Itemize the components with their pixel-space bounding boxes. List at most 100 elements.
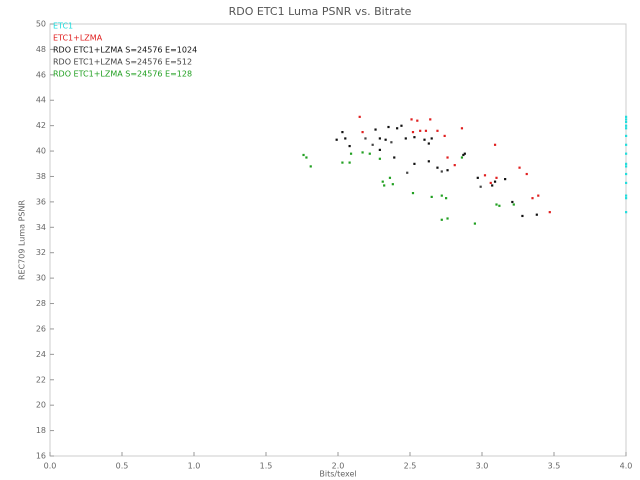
y-tick-label: 34: [36, 223, 46, 232]
y-tick-label: 38: [36, 172, 46, 181]
point: [436, 166, 439, 169]
point: [391, 183, 394, 186]
point: [489, 181, 492, 185]
point: [479, 185, 482, 188]
y-tick-label: 24: [36, 350, 46, 359]
point: [625, 115, 628, 118]
point: [410, 118, 413, 121]
point: [625, 165, 628, 168]
point: [535, 213, 538, 216]
point: [416, 119, 419, 122]
point: [625, 197, 628, 200]
point: [504, 178, 507, 181]
point: [462, 153, 465, 157]
point: [427, 160, 430, 163]
point: [335, 138, 338, 141]
point: [511, 200, 514, 204]
point: [625, 172, 628, 176]
y-tick-label: 40: [36, 147, 46, 156]
point: [378, 137, 381, 140]
point: [446, 156, 449, 159]
y-axis-label: REC709 Luma PSNR: [18, 200, 27, 281]
point: [473, 222, 476, 225]
point: [460, 127, 464, 130]
y-tick-label: 28: [36, 299, 46, 308]
point: [525, 172, 528, 176]
point: [483, 174, 487, 177]
point: [518, 166, 521, 169]
point: [400, 124, 403, 127]
x-tick-label: 1.0: [188, 462, 201, 471]
point: [625, 162, 628, 165]
point: [348, 144, 351, 148]
legend-entry: ETC1+LZMA: [53, 34, 103, 43]
point: [413, 136, 416, 139]
x-tick-label: 3.0: [476, 462, 489, 471]
legend-entry: RDO ETC1+LZMA S=24576 E=1024: [53, 46, 197, 55]
point: [424, 129, 428, 132]
point: [341, 131, 344, 134]
y-tick-label: 22: [36, 375, 46, 384]
point: [423, 138, 426, 141]
point: [625, 118, 628, 121]
x-tick-label: 0.5: [116, 462, 129, 471]
point: [411, 131, 415, 134]
chart-title: RDO ETC1 Luma PSNR vs. Bitrate: [229, 5, 412, 18]
point: [309, 165, 312, 168]
point: [361, 131, 364, 134]
y-tick-label: 26: [36, 324, 46, 333]
point: [384, 138, 387, 141]
point: [493, 143, 497, 146]
point: [378, 148, 381, 151]
point: [390, 141, 393, 144]
point: [476, 176, 479, 179]
x-tick-label: 2.5: [404, 462, 417, 471]
point: [493, 180, 497, 183]
point: [358, 115, 361, 118]
x-tick-label: 0.0: [44, 462, 57, 471]
point: [495, 176, 498, 179]
y-tick-label: 20: [36, 401, 46, 410]
y-tick-label: 50: [36, 20, 46, 29]
point: [383, 184, 386, 187]
point: [305, 156, 308, 159]
y-tick-label: 42: [36, 121, 46, 130]
point: [625, 127, 628, 130]
y-tick-label: 46: [36, 70, 46, 79]
point: [453, 164, 456, 167]
x-axis-label: Bits/texel: [319, 470, 356, 479]
x-tick-label: 1.5: [260, 462, 273, 471]
point: [512, 203, 515, 206]
point: [498, 204, 501, 207]
point: [368, 152, 371, 155]
point: [625, 211, 628, 214]
point: [419, 129, 422, 132]
y-tick-label: 32: [36, 248, 46, 257]
point: [531, 197, 534, 200]
point: [348, 161, 351, 164]
point: [440, 218, 443, 221]
point: [443, 134, 446, 138]
x-tick-label: 4.0: [620, 462, 633, 471]
point: [430, 195, 433, 198]
point: [440, 170, 443, 173]
point: [396, 127, 399, 130]
x-tick-label: 2.0: [332, 462, 345, 471]
point: [349, 152, 353, 155]
point: [388, 176, 392, 179]
point: [445, 197, 448, 200]
y-tick-label: 48: [36, 45, 46, 54]
point: [429, 118, 432, 121]
point: [625, 134, 628, 138]
point: [371, 143, 374, 146]
point: [537, 194, 540, 197]
point: [436, 129, 439, 132]
point: [393, 156, 396, 159]
point: [625, 120, 628, 124]
point: [406, 171, 409, 174]
legend-entry: RDO ETC1+LZMA S=24576 E=512: [53, 58, 192, 67]
point: [381, 180, 384, 183]
